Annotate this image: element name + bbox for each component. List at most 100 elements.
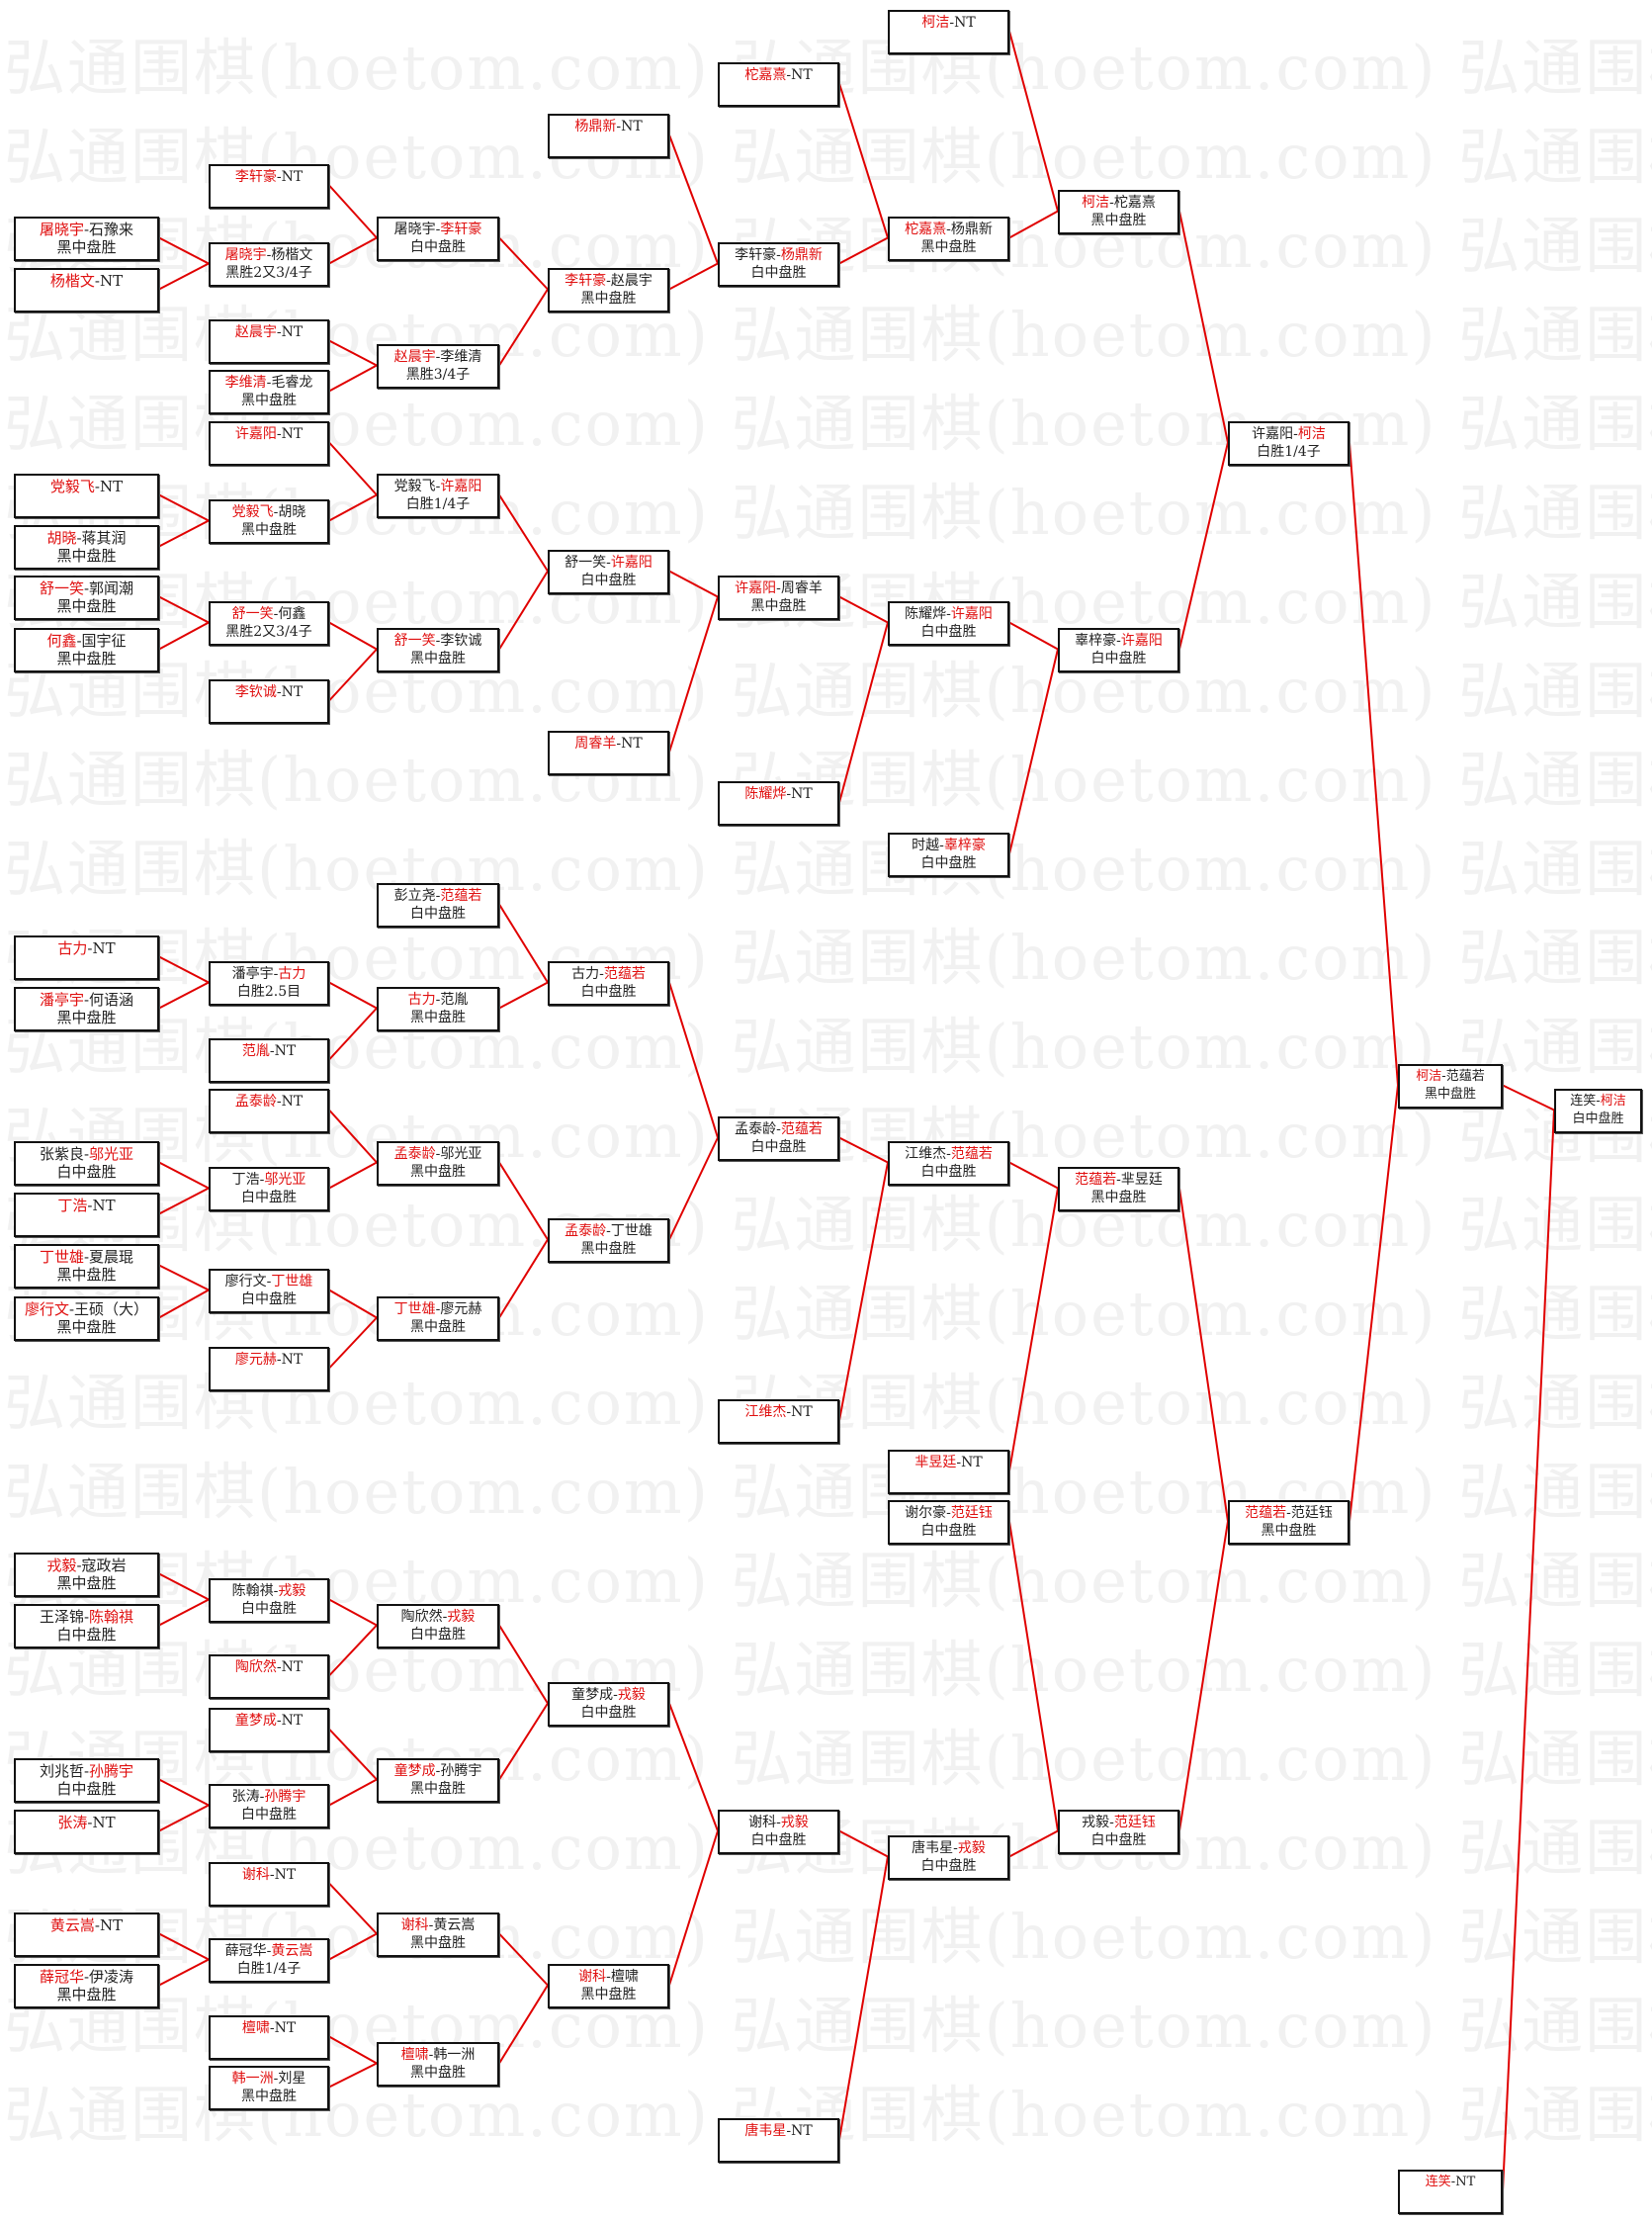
separator: - — [76, 529, 82, 547]
winner-name: 范蕴若 — [1075, 1172, 1117, 1188]
separator: - — [599, 966, 604, 982]
winner-name: 戎毅 — [46, 1557, 77, 1574]
separator: - — [435, 992, 441, 1008]
bye-label: NT — [281, 1094, 304, 1110]
match-box: 刘兆哲-孙腾宇 白中盘胜 — [14, 1758, 159, 1803]
winner-name: 唐韦星 — [744, 2123, 787, 2139]
winner-name: 杨楷文 — [49, 272, 95, 290]
match-players: 唐韦星-戎毅 — [890, 1839, 1007, 1857]
separator: - — [1596, 1094, 1601, 1109]
connector-line — [1178, 442, 1229, 650]
connector-line — [1008, 649, 1059, 854]
match-players: 谢尔豪-范廷钰 — [890, 1504, 1007, 1522]
match-result: 黑中盘胜 — [1090, 1190, 1147, 1205]
connector-line — [498, 288, 549, 367]
match-box: 谢科-檀啸 黑中盘胜 — [548, 1964, 669, 2008]
connector-line — [328, 236, 378, 265]
player-name: 彭立尧 — [393, 888, 436, 904]
winner-name: 李轩豪 — [440, 222, 482, 237]
match-players: 范蕴若-芈昱廷 — [1060, 1171, 1177, 1189]
player-name: 邬光亚 — [440, 1146, 482, 1162]
separator: - — [435, 633, 441, 649]
connector-line — [328, 493, 378, 522]
separator: - — [606, 273, 611, 289]
match-box: 柁嘉熹-杨鼎新 黑中盘胜 — [888, 217, 1009, 261]
connector-line — [158, 493, 210, 522]
match-result: 黑胜3/4子 — [405, 367, 471, 383]
winner-name: 舒一笑 — [393, 633, 436, 649]
match-box: 陈耀烨-许嘉阳 白中盘胜 — [888, 601, 1009, 646]
connector-line — [1008, 1829, 1059, 1858]
match-players: 何鑫-国宇征 — [16, 632, 157, 650]
player-name: 张紫良 — [39, 1145, 84, 1163]
player-name: 连笑 — [1570, 1094, 1597, 1109]
player-name: 柁嘉熹 — [1113, 195, 1156, 211]
match-result: 白中盘胜 — [580, 573, 637, 588]
separator: - — [435, 1301, 441, 1317]
player-name: 江维杰 — [905, 1146, 947, 1162]
match-result: 黑中盘胜 — [410, 1319, 466, 1335]
match-players: 谢科-黄云嵩 — [379, 1916, 497, 1934]
connector-line — [1008, 621, 1059, 651]
separator: - — [776, 247, 781, 263]
bye-label: NT — [99, 272, 124, 290]
match-players: 廖行文-王硕（大） — [16, 1300, 157, 1318]
match-players: 彭立尧-范蕴若 — [379, 887, 497, 905]
bye-match-box: 孟泰龄-NT — [209, 1089, 329, 1133]
separator: - — [259, 1789, 265, 1805]
winner-name: 赵晨宇 — [393, 349, 436, 365]
separator: - — [946, 606, 951, 622]
connector-line — [498, 1238, 549, 1319]
winner-name: 柯洁 — [1082, 195, 1110, 211]
separator: - — [606, 1969, 611, 1985]
match-result: 白中盘胜 — [920, 855, 977, 871]
separator: - — [273, 504, 279, 520]
connector-line — [838, 83, 889, 238]
match-result: 白中盘胜 — [241, 1190, 297, 1205]
winner-name: 范蕴若 — [950, 1146, 993, 1162]
bye-match-box: 杨楷文-NT — [14, 268, 159, 312]
match-result: 黑中盘胜 — [1090, 213, 1147, 228]
match-box: 孟泰龄-丁世雄 黑中盘胜 — [548, 1218, 669, 1263]
winner-name: 戎毅 — [447, 1609, 476, 1625]
separator: - — [442, 1609, 448, 1625]
winner-name: 范蕴若 — [1245, 1505, 1287, 1521]
winner-name: 谢科 — [241, 1867, 270, 1883]
match-players: 陶欣然-NT — [211, 1658, 327, 1676]
separator: - — [613, 1687, 618, 1703]
match-players: 连笑-柯洁 — [1556, 1093, 1640, 1111]
match-players: 戎毅-寇政岩 — [16, 1557, 157, 1574]
separator: - — [276, 1659, 282, 1675]
match-box: 古力-范胤 黑中盘胜 — [377, 987, 499, 1031]
match-players: 赵晨宇-李维清 — [379, 348, 497, 366]
connector-line — [328, 1778, 378, 1807]
separator: - — [1450, 2175, 1456, 2189]
bye-match-box: 许嘉阳-NT — [209, 421, 329, 466]
match-players: 潘亭宇-何语涵 — [16, 991, 157, 1009]
separator: - — [266, 375, 272, 391]
connector-line — [1178, 1188, 1229, 1522]
separator: - — [428, 2047, 434, 2063]
separator: - — [946, 1505, 951, 1521]
connector-line — [1502, 1084, 1555, 1112]
match-result: 白中盘胜 — [410, 906, 466, 922]
separator: - — [786, 786, 792, 802]
match-box: 古力-范蕴若 白中盘胜 — [548, 961, 669, 1006]
match-box: 舒一笑-郭闻潮 黑中盘胜 — [14, 576, 159, 620]
winner-name: 党毅飞 — [49, 478, 95, 495]
match-result: 白中盘胜 — [580, 984, 637, 1000]
winner-name: 李钦诚 — [234, 684, 277, 700]
connector-line — [158, 262, 210, 291]
separator: - — [435, 1763, 441, 1779]
match-result: 白中盘胜 — [750, 265, 807, 281]
connector-line — [158, 621, 210, 651]
connector-line — [328, 981, 378, 1010]
winner-name: 张涛 — [57, 1814, 88, 1831]
separator: - — [76, 632, 82, 650]
match-players: 廖元赫-NT — [211, 1351, 327, 1369]
winner-name: 丁世雄 — [271, 1274, 313, 1290]
separator: - — [87, 1197, 93, 1214]
match-players: 周睿羊-NT — [550, 735, 667, 753]
separator: - — [83, 1145, 90, 1163]
